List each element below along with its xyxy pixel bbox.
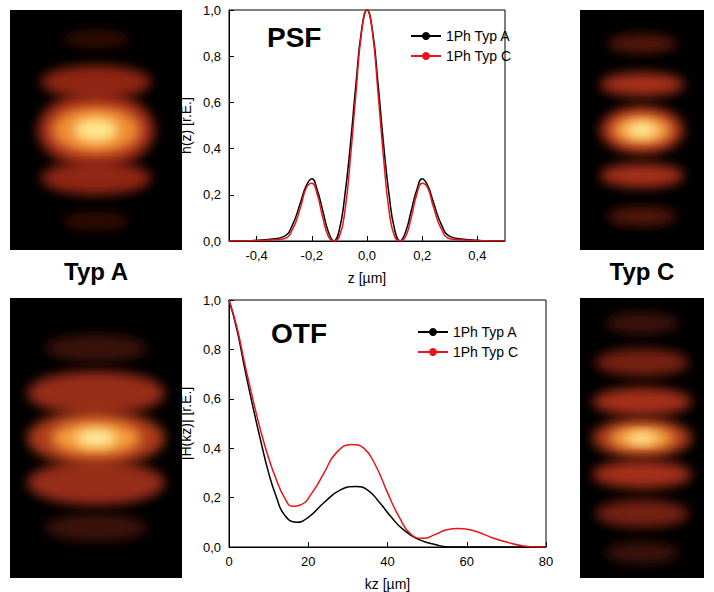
svg-text:1Ph Typ A: 1Ph Typ A — [453, 324, 517, 340]
html-text:Typ A: Typ A — [64, 258, 128, 285]
svg-text:0,4: 0,4 — [468, 248, 486, 263]
svg-text:0,6: 0,6 — [203, 95, 221, 110]
svg-text:40: 40 — [380, 554, 394, 569]
svg-text:h(z) [r.E.]: h(z) [r.E.] — [178, 97, 194, 154]
svg-text:-0,4: -0,4 — [245, 248, 267, 263]
svg-text:0,4: 0,4 — [203, 441, 221, 456]
svg-text:kz [µm]: kz [µm] — [365, 576, 410, 592]
svg-text:1Ph Typ A: 1Ph Typ A — [446, 28, 510, 44]
svg-text:0: 0 — [225, 554, 232, 569]
svg-text:60: 60 — [460, 554, 474, 569]
svg-text:0,2: 0,2 — [413, 248, 431, 263]
svg-text:1,0: 1,0 — [203, 293, 221, 308]
svg-text:1,0: 1,0 — [203, 3, 221, 18]
svg-text:-0,2: -0,2 — [301, 248, 323, 263]
svg-text:0,2: 0,2 — [203, 490, 221, 505]
svg-text:0,8: 0,8 — [203, 342, 221, 357]
svg-text:1Ph Typ C: 1Ph Typ C — [446, 48, 511, 64]
svg-text:80: 80 — [539, 554, 553, 569]
svg-text:0,8: 0,8 — [203, 49, 221, 64]
svg-text:0,2: 0,2 — [203, 187, 221, 202]
svg-text:OTF: OTF — [271, 318, 327, 349]
svg-text:PSF: PSF — [267, 22, 321, 53]
svg-text:z [µm]: z [µm] — [348, 270, 386, 286]
svg-text:0,0: 0,0 — [358, 248, 376, 263]
svg-text:0,0: 0,0 — [203, 234, 221, 249]
svg-text:0,0: 0,0 — [203, 540, 221, 555]
svg-text:|H(kz)| [r.E.]: |H(kz)| [r.E.] — [178, 387, 194, 460]
svg-text:1Ph Typ C: 1Ph Typ C — [453, 344, 518, 360]
html-text:Typ C: Typ C — [609, 258, 675, 285]
svg-text:0,6: 0,6 — [203, 391, 221, 406]
svg-text:20: 20 — [301, 554, 315, 569]
svg-text:0,4: 0,4 — [203, 141, 221, 156]
